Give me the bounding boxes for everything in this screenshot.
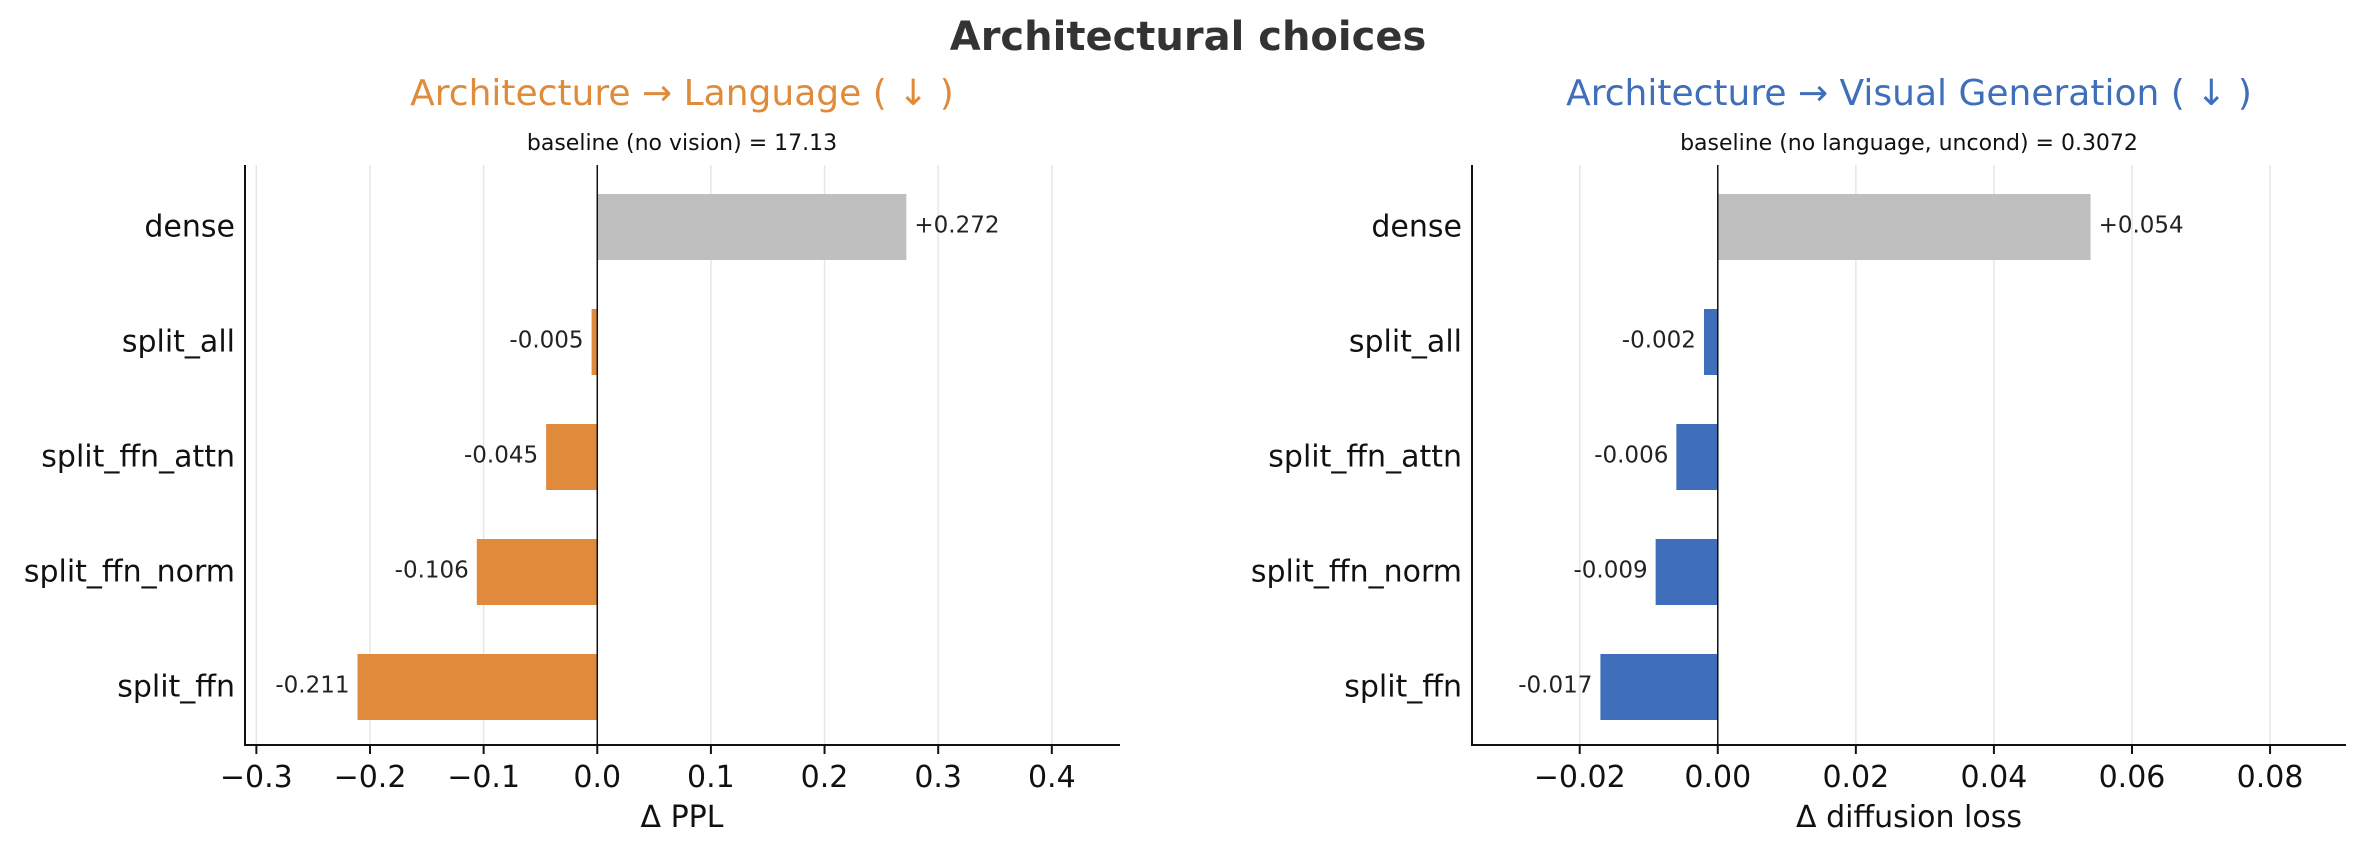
- value-label: -0.006: [1594, 443, 1668, 469]
- bar-split-all: [1703, 309, 1718, 375]
- visual-generation-panel: Architecture → Visual Generation ( ↓ ) ba…: [1251, 73, 2346, 835]
- category-label: dense: [144, 210, 235, 245]
- panel-title: Architecture → Visual Generation ( ↓ ): [1566, 73, 2252, 114]
- x-tick-label: 0.1: [687, 760, 735, 795]
- x-tick-label: −0.02: [1534, 760, 1626, 795]
- baseline-label: baseline (no vision) = 17.13: [527, 131, 837, 156]
- value-label: -0.211: [275, 673, 349, 699]
- x-tick-label: −0.1: [447, 760, 520, 795]
- language-panel: Architecture → Language ( ↓ ) baseline (n…: [24, 73, 1120, 835]
- x-axis-label: Δ PPL: [641, 800, 724, 835]
- category-label: split_ffn_attn: [41, 440, 235, 475]
- category-label: split_all: [1349, 325, 1462, 360]
- baseline-label: baseline (no language, uncond) = 0.3072: [1680, 131, 2138, 156]
- bar-split-all: [591, 309, 598, 375]
- value-label: +0.054: [2099, 213, 2184, 239]
- category-label: split_ffn: [117, 670, 235, 705]
- value-label: -0.002: [1622, 328, 1696, 354]
- x-tick-label: −0.3: [220, 760, 293, 795]
- category-label: split_ffn_norm: [24, 555, 235, 590]
- bar-split-ffn-norm: [1655, 539, 1718, 605]
- panel-title: Architecture → Language ( ↓ ): [410, 73, 954, 114]
- bar-split-ffn: [357, 654, 598, 720]
- bar-split-ffn: [1600, 654, 1718, 720]
- bar-split-ffn-attn: [546, 424, 598, 490]
- category-label: split_ffn: [1344, 670, 1462, 705]
- value-label: -0.009: [1573, 558, 1647, 584]
- x-tick-label: 0.06: [2099, 760, 2166, 795]
- x-tick-label: −0.2: [334, 760, 407, 795]
- axis-spines: [244, 165, 1120, 746]
- x-tick-label: 0.2: [801, 760, 849, 795]
- x-axis-label: Δ diffusion loss: [1796, 800, 2022, 835]
- value-label: -0.017: [1518, 673, 1592, 699]
- axis-spines: [1471, 165, 2346, 746]
- x-tick-label: 0.02: [1822, 760, 1889, 795]
- value-label: -0.106: [395, 558, 469, 584]
- category-label: dense: [1371, 210, 1462, 245]
- category-label: split_ffn_attn: [1268, 440, 1462, 475]
- category-label: split_all: [122, 325, 235, 360]
- value-label: -0.045: [464, 443, 538, 469]
- category-label: split_ffn_norm: [1251, 555, 1462, 590]
- bar-dense: [597, 194, 907, 260]
- bar-split-ffn-attn: [1676, 424, 1718, 490]
- value-label: +0.272: [914, 213, 999, 239]
- bar-dense: [1717, 194, 2091, 260]
- figure-title: Architectural choices: [950, 14, 1427, 60]
- x-tick-label: 0.04: [1961, 760, 2028, 795]
- bar-split-ffn-norm: [476, 539, 598, 605]
- x-tick-label: 0.00: [1684, 760, 1751, 795]
- x-tick-label: 0.4: [1028, 760, 1076, 795]
- x-tick-label: 0.3: [914, 760, 962, 795]
- x-tick-label: 0.0: [573, 760, 621, 795]
- value-label: -0.005: [509, 328, 583, 354]
- x-tick-label: 0.08: [2237, 760, 2304, 795]
